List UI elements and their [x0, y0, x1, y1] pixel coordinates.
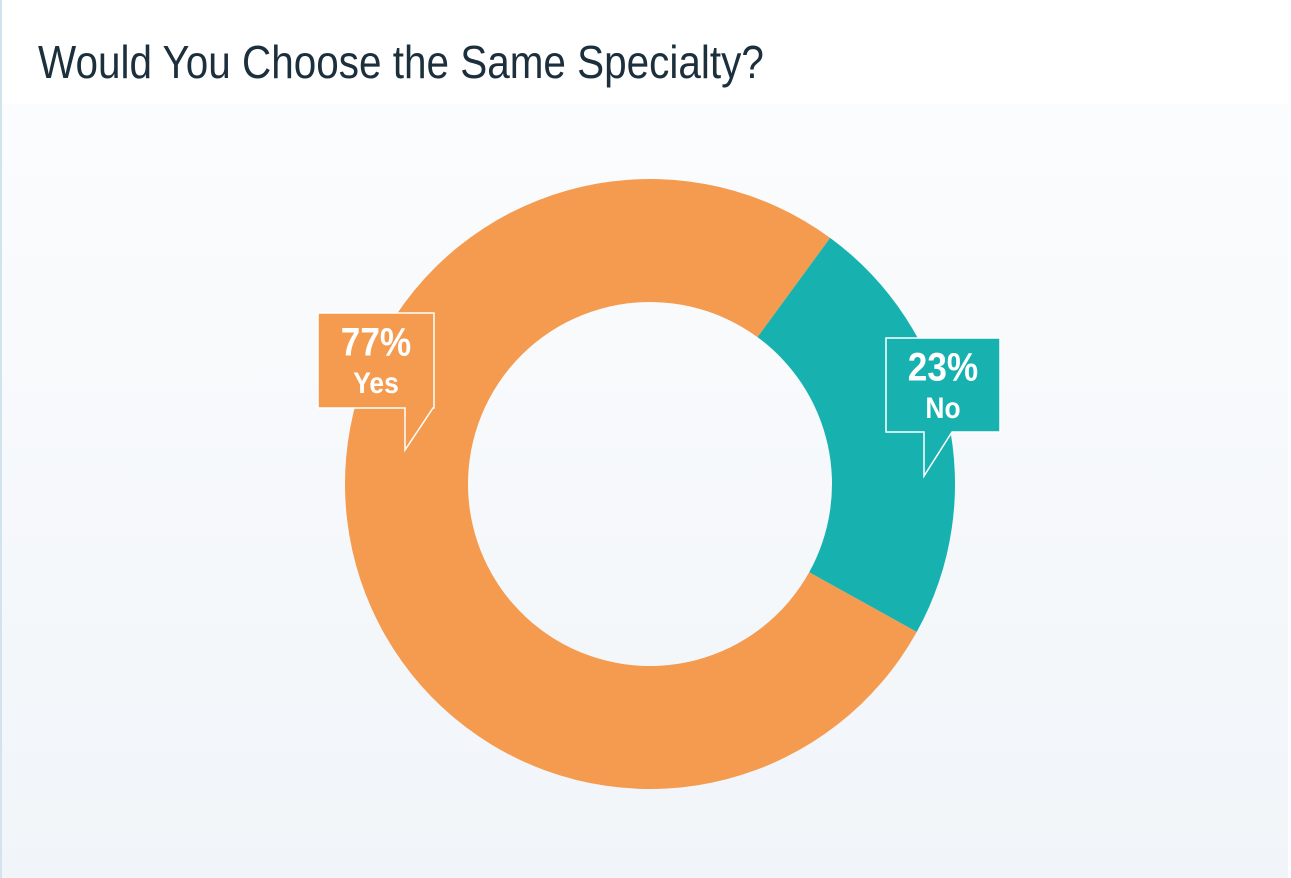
category-label: No: [925, 390, 960, 424]
value-label: 77%: [341, 319, 411, 364]
callout-box: [885, 337, 1001, 479]
category-label: Yes: [353, 365, 399, 399]
chart-title: Would You Choose the Same Specialty?: [38, 38, 764, 89]
donut-slice: [757, 237, 955, 632]
callout-box: [317, 312, 435, 453]
donut-slice: [345, 179, 917, 789]
value-label: 23%: [908, 344, 978, 389]
